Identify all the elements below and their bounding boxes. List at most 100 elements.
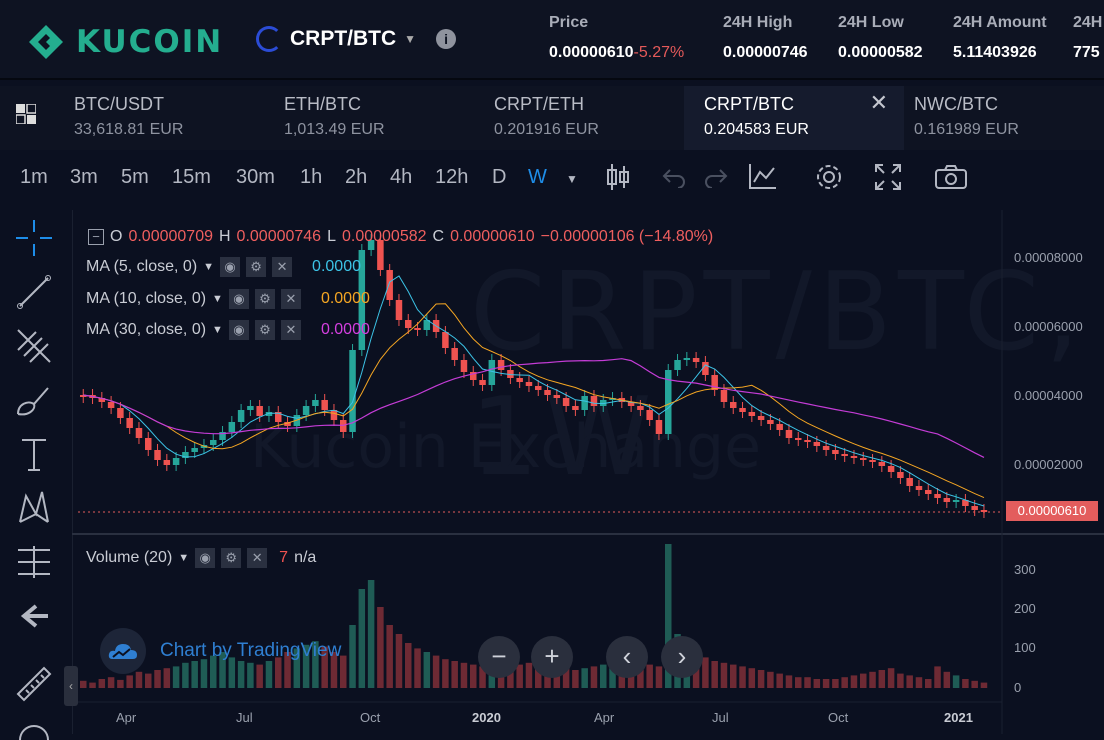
ma5-legend[interactable]: MA (5, close, 0) ▼ ◉ ⚙ ✕ 0.0000	[86, 257, 361, 277]
settings-gear-icon[interactable]	[814, 162, 844, 192]
candle	[330, 410, 338, 420]
volume-bar	[191, 661, 198, 688]
tab-crpt-eth[interactable]: CRPT/ETH 0.201916 EUR	[484, 86, 694, 150]
indicators-icon[interactable]	[748, 162, 778, 190]
timeframe-d[interactable]: D	[492, 166, 507, 188]
volume-bar	[386, 625, 393, 688]
settings-gear-icon[interactable]: ⚙	[254, 289, 275, 309]
dropdown-icon[interactable]: ▼	[178, 552, 190, 564]
visibility-eye-icon[interactable]: ◉	[220, 257, 241, 277]
remove-icon[interactable]: ✕	[280, 320, 301, 340]
candle	[544, 390, 551, 395]
settings-gear-icon[interactable]: ⚙	[254, 320, 275, 340]
candle	[107, 402, 115, 408]
x-tick: Oct	[828, 710, 849, 725]
tab-btc-usdt[interactable]: BTC/USDT 33,618.81 EUR	[64, 86, 274, 150]
fullscreen-icon[interactable]	[874, 163, 902, 191]
close-tab-icon[interactable]: ✕	[869, 90, 888, 115]
timeframe-4h[interactable]: 4h	[390, 166, 413, 188]
candle	[804, 440, 811, 442]
remove-icon[interactable]: ✕	[280, 289, 301, 309]
magnet-icon[interactable]	[14, 720, 54, 740]
info-icon[interactable]: i	[436, 29, 457, 49]
remove-icon[interactable]: ✕	[247, 548, 268, 568]
volume-bar	[302, 644, 310, 688]
kucoin-logo-icon	[29, 25, 63, 59]
settings-gear-icon[interactable]: ⚙	[221, 548, 242, 568]
indicator-label: MA (10, close, 0)	[86, 290, 207, 307]
candle	[785, 430, 793, 438]
ma10-legend[interactable]: MA (10, close, 0) ▼ ◉ ⚙ ✕ 0.0000	[86, 289, 370, 309]
candle	[590, 396, 598, 406]
text-tool-icon[interactable]	[14, 434, 54, 474]
dropdown-icon[interactable]: ▼	[203, 261, 215, 273]
tab-name: CRPT/BTC	[704, 94, 794, 114]
ruler-icon[interactable]	[14, 664, 54, 704]
camera-snapshot-icon[interactable]	[934, 164, 968, 190]
timeframe-dropdown-icon[interactable]: ▼	[566, 172, 578, 186]
candlestick-chart[interactable]	[72, 210, 1104, 734]
candle	[646, 410, 653, 420]
candle-style-icon[interactable]	[606, 160, 630, 194]
symbol-watermark: CRPT/BTC, 1W	[470, 250, 1086, 500]
layout-grid-icon[interactable]	[16, 104, 36, 124]
tab-crpt-btc[interactable]: CRPT/BTC 0.204583 EUR ✕	[684, 86, 904, 150]
visibility-eye-icon[interactable]: ◉	[195, 548, 216, 568]
timeframe-2h[interactable]: 2h	[345, 166, 368, 188]
visibility-eye-icon[interactable]: ◉	[228, 289, 249, 309]
brush-icon[interactable]	[14, 380, 54, 420]
remove-icon[interactable]: ✕	[272, 257, 293, 277]
volume-bar	[897, 673, 904, 688]
crosshair-icon[interactable]	[14, 218, 54, 258]
indicator-label: MA (30, close, 0)	[86, 321, 207, 338]
timeframe-3m[interactable]: 3m	[70, 166, 98, 188]
timeframe-12h[interactable]: 12h	[435, 166, 469, 188]
candle	[126, 418, 133, 428]
volume-bar	[832, 679, 839, 688]
measure-icon[interactable]	[14, 542, 54, 582]
timeframe-1h[interactable]: 1h	[300, 166, 323, 188]
candle	[191, 448, 198, 452]
undo-icon[interactable]	[662, 168, 686, 188]
pattern-icon[interactable]	[14, 488, 54, 528]
volume-bar	[442, 659, 449, 688]
volume-legend[interactable]: Volume (20) ▼ ◉ ⚙ ✕ 7 n/a	[86, 548, 316, 568]
back-arrow-icon[interactable]	[14, 596, 54, 636]
trend-line-icon[interactable]	[14, 272, 54, 312]
visibility-eye-icon[interactable]: ◉	[228, 320, 249, 340]
pitchfork-icon[interactable]	[14, 326, 54, 366]
volume-bar	[210, 655, 217, 688]
redo-icon[interactable]	[704, 168, 728, 188]
scroll-right-button[interactable]: ›	[661, 636, 703, 678]
volume-bar	[479, 666, 486, 688]
timeframe-w[interactable]: W	[528, 166, 547, 188]
dropdown-icon[interactable]: ▼	[212, 293, 223, 305]
dropdown-icon[interactable]: ▼	[212, 324, 223, 336]
zoom-out-button[interactable]: −	[478, 636, 520, 678]
candle	[897, 472, 904, 478]
collapse-legend-icon[interactable]: −	[88, 229, 104, 245]
stat-value: 0.00000746	[723, 44, 808, 61]
tab-nwc-btc[interactable]: NWC/BTC 0.161989 EUR	[904, 86, 1104, 150]
timeframe-15m[interactable]: 15m	[172, 166, 211, 188]
volume-bar	[284, 652, 291, 688]
volume-bar	[275, 657, 282, 688]
timeframe-30m[interactable]: 30m	[236, 166, 275, 188]
collapse-toolbar-button[interactable]: ‹	[64, 666, 78, 706]
kucoin-logo[interactable]: KUCOIN	[26, 22, 223, 62]
tradingview-credit[interactable]: Chart by TradingView	[100, 628, 341, 674]
candle	[302, 406, 310, 415]
settings-gear-icon[interactable]: ⚙	[246, 257, 267, 277]
stat-24h-volume: 24H 775	[1073, 14, 1102, 62]
volume-bar	[488, 668, 496, 688]
ma30-legend[interactable]: MA (30, close, 0) ▼ ◉ ⚙ ✕ 0.0000	[86, 320, 370, 340]
volume-bar	[813, 679, 821, 688]
candle	[655, 420, 663, 434]
pair-selector[interactable]: CRPT/BTC ▼ i	[256, 26, 457, 52]
timeframe-1m[interactable]: 1m	[20, 166, 48, 188]
scroll-left-button[interactable]: ‹	[606, 636, 648, 678]
open-value: 0.00000709	[128, 228, 213, 245]
zoom-in-button[interactable]: +	[531, 636, 573, 678]
timeframe-5m[interactable]: 5m	[121, 166, 149, 188]
tab-eth-btc[interactable]: ETH/BTC 1,013.49 EUR	[274, 86, 484, 150]
